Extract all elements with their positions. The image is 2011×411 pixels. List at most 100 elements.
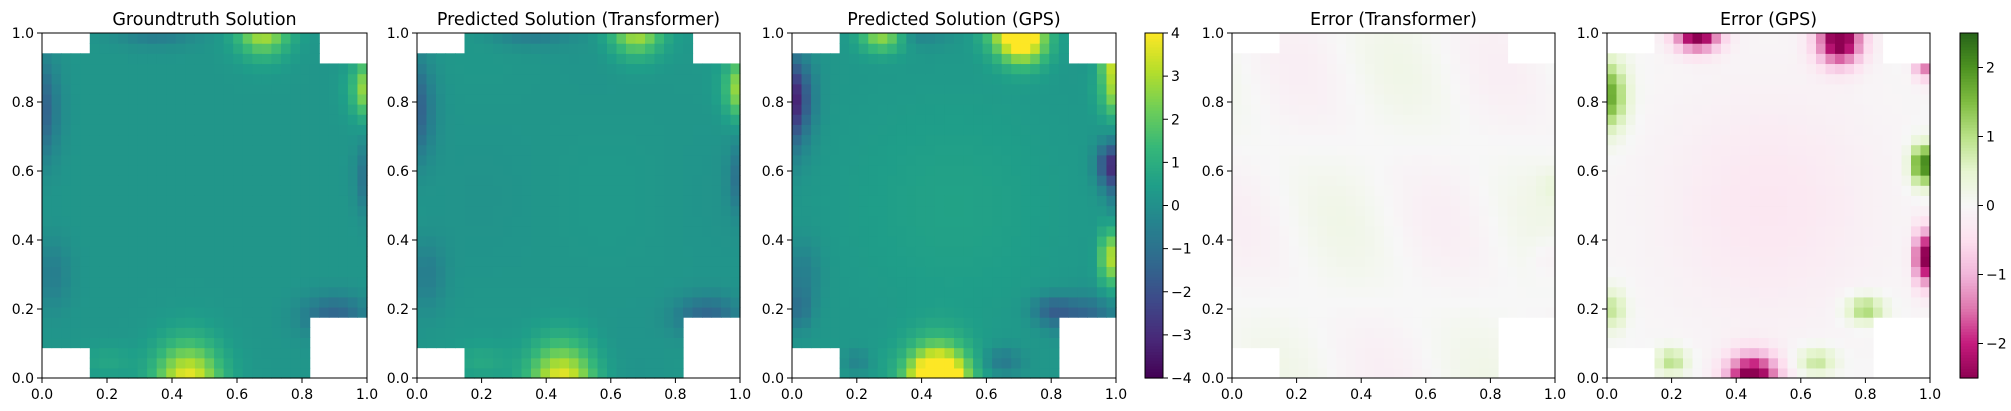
heatmap-cell xyxy=(692,114,703,125)
heatmap-cell xyxy=(1730,104,1741,115)
heatmap-cell xyxy=(1654,296,1665,308)
heatmap-cell xyxy=(616,266,627,278)
heatmap-cell xyxy=(1030,104,1041,115)
heatmap-cell xyxy=(1336,195,1347,207)
heatmap-cell xyxy=(830,276,841,288)
heatmap-cell xyxy=(801,93,812,105)
heatmap-cell xyxy=(521,93,532,105)
heatmap-cell xyxy=(185,124,196,136)
heatmap-cell xyxy=(166,205,177,217)
heatmap-cell xyxy=(849,266,860,278)
heatmap-cell xyxy=(252,286,263,298)
heatmap-cell xyxy=(858,327,869,339)
heatmap-cell xyxy=(1469,73,1480,85)
heatmap-cell xyxy=(1441,246,1452,257)
heatmap-cell xyxy=(156,154,167,166)
heatmap-cell xyxy=(607,134,618,146)
heatmap-cell xyxy=(1039,93,1050,105)
heatmap-cell xyxy=(1607,205,1618,217)
heatmap-panel: Error (Transformer)0.0 0.2 0.4 0.6 0.8 1.00.0… xyxy=(1202,10,1566,403)
heatmap-cell xyxy=(1749,63,1760,75)
heatmap-cell xyxy=(858,357,869,369)
heatmap-cell xyxy=(1545,124,1556,136)
heatmap-cell xyxy=(1289,215,1300,227)
heatmap-cell xyxy=(1346,104,1357,115)
heatmap-cell xyxy=(1039,337,1050,349)
heatmap-cell xyxy=(1260,205,1271,217)
heatmap-cell xyxy=(1730,286,1741,298)
heatmap-cell xyxy=(607,367,618,379)
heatmap-cell xyxy=(992,43,1003,54)
heatmap-cell xyxy=(1308,215,1319,227)
heatmap-cell xyxy=(1403,296,1414,308)
heatmap-cell xyxy=(1721,195,1732,207)
heatmap-cell xyxy=(108,306,120,318)
heatmap-cell xyxy=(1289,205,1300,217)
heatmap-cell xyxy=(1450,104,1461,115)
heatmap-cell xyxy=(849,63,860,75)
heatmap-cell xyxy=(51,327,62,339)
heatmap-cell xyxy=(645,43,656,54)
heatmap-cell xyxy=(830,73,841,85)
heatmap-cell xyxy=(502,63,513,75)
heatmap-cell xyxy=(118,276,129,288)
heatmap-cell xyxy=(1049,124,1060,136)
heatmap-cell xyxy=(982,144,993,156)
heatmap-cell xyxy=(347,195,359,207)
heatmap-cell xyxy=(1759,134,1770,146)
heatmap-cell xyxy=(271,114,282,125)
heatmap-cell xyxy=(1412,235,1423,247)
heatmap-cell xyxy=(61,73,72,85)
heatmap-cell xyxy=(474,164,485,176)
heatmap-cell xyxy=(242,175,253,186)
heatmap-cell xyxy=(1730,215,1741,227)
heatmap-cell xyxy=(61,246,72,257)
heatmap-cell xyxy=(906,53,917,65)
heatmap-cell xyxy=(531,235,542,247)
heatmap-cell xyxy=(1479,256,1490,267)
heatmap-cell xyxy=(1298,317,1309,328)
heatmap-cell xyxy=(550,144,561,156)
heatmap-cell xyxy=(280,337,292,349)
heatmap-cell xyxy=(1692,276,1703,288)
heatmap-cell xyxy=(280,43,292,54)
heatmap-cell xyxy=(1087,63,1098,75)
heatmap-cell xyxy=(1279,144,1290,156)
heatmap-cell xyxy=(1450,124,1461,136)
heatmap-cell xyxy=(1068,286,1079,298)
heatmap-cell xyxy=(1441,33,1452,44)
heatmap-cell xyxy=(1308,317,1319,328)
y-tick-label: 0.0 xyxy=(387,371,409,387)
heatmap-cell xyxy=(300,276,311,288)
heatmap-cell xyxy=(99,347,110,359)
heatmap-cell xyxy=(1365,276,1376,288)
heatmap-cell xyxy=(1355,357,1366,369)
heatmap-cell xyxy=(973,185,984,196)
heatmap-cell xyxy=(417,63,428,75)
heatmap-cell xyxy=(1412,337,1423,349)
heatmap-cell xyxy=(1346,33,1357,44)
heatmap-cell xyxy=(1721,53,1732,65)
heatmap-cell xyxy=(1692,43,1703,54)
heatmap-cell xyxy=(464,296,475,308)
heatmap-cell xyxy=(455,134,466,146)
heatmap-cell xyxy=(1393,73,1404,85)
heatmap-cell xyxy=(1450,337,1461,349)
heatmap-cell xyxy=(711,185,722,196)
heatmap-cell xyxy=(616,337,627,349)
heatmap-cell xyxy=(1626,83,1637,95)
heatmap-cell xyxy=(309,114,320,125)
heatmap-cell xyxy=(1030,256,1041,267)
heatmap-cell xyxy=(645,63,656,75)
heatmap-cell xyxy=(128,83,139,95)
heatmap-cell xyxy=(309,83,320,95)
heatmap-cell xyxy=(137,164,148,176)
heatmap-cell xyxy=(1441,327,1452,339)
heatmap-cell xyxy=(1308,104,1319,115)
heatmap-cell xyxy=(1759,43,1770,54)
heatmap-cell xyxy=(1232,124,1243,136)
heatmap-cell xyxy=(1011,104,1022,115)
heatmap-cell xyxy=(214,205,225,217)
heatmap-cell xyxy=(1768,306,1779,318)
heatmap-cell xyxy=(569,367,580,379)
